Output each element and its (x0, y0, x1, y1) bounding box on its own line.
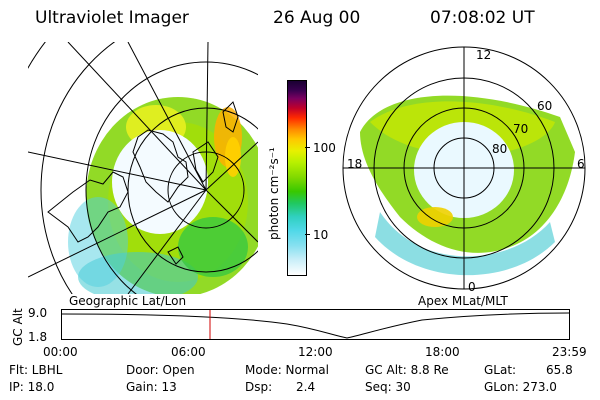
altitude-ytick-low: 1.8 (28, 330, 48, 344)
apex-panel-label: Apex MLat/MLT (418, 294, 508, 308)
app-title: Ultraviolet Imager (35, 8, 189, 28)
mlat-label-80: 80 (492, 142, 508, 156)
info-mode: Mode: Normal (245, 363, 329, 377)
altitude-timeline (61, 309, 570, 340)
time-label: 07:08:02 UT (430, 8, 535, 28)
info-glat: GLat: (484, 363, 517, 377)
time-tick-0600: 06:00 (171, 345, 206, 359)
date-label: 26 Aug 00 (273, 8, 361, 28)
info-glat-value: 65.8 (546, 363, 573, 377)
mlat-label-60: 60 (537, 99, 553, 113)
time-tick-0000: 00:00 (43, 345, 78, 359)
time-tick-2359: 23:59 (552, 345, 587, 359)
altitude-curve (62, 310, 569, 339)
info-seq: Seq: 30 (365, 380, 411, 394)
mlt-label-0: 0 (468, 280, 476, 294)
info-dsp: Dsp: (245, 380, 273, 394)
time-tick-1200: 12:00 (298, 345, 333, 359)
info-dsp-value: 2.4 (296, 380, 316, 394)
info-ip: IP: 18.0 (9, 380, 55, 394)
info-glon: GLon: 273.0 (484, 380, 557, 394)
intensity-colorbar (287, 80, 310, 276)
mlt-label-6: 6 (577, 157, 585, 171)
altitude-ytick-high: 9.0 (28, 306, 48, 320)
mlat-label-70: 70 (513, 122, 529, 136)
apex-polar-map (342, 46, 586, 290)
mlt-label-18: 18 (347, 157, 363, 171)
colorbar-tick-100: 100 (313, 141, 336, 155)
colorbar-tick-10: 10 (313, 228, 329, 242)
geographic-map (28, 42, 258, 294)
colorbar-label: photon cm⁻²s⁻¹ (267, 147, 281, 240)
altitude-axis-label: GC Alt (11, 308, 25, 346)
mlt-label-12: 12 (476, 48, 492, 62)
geographic-panel-label: Geographic Lat/Lon (69, 294, 187, 308)
info-gcalt: GC Alt: 8.8 Re (365, 363, 449, 377)
time-tick-1800: 18:00 (425, 345, 460, 359)
info-flt: Flt: LBHL (9, 363, 63, 377)
info-door: Door: Open (126, 363, 195, 377)
info-gain: Gain: 13 (126, 380, 177, 394)
